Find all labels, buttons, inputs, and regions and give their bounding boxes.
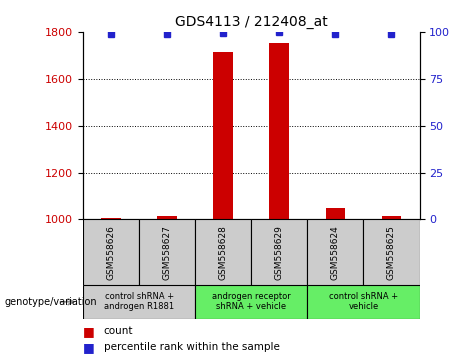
Bar (307, 219, 363, 285)
Text: GSM558625: GSM558625 (387, 225, 396, 280)
Bar (83, 219, 139, 285)
Text: ■: ■ (83, 341, 95, 354)
Text: androgen receptor
shRNA + vehicle: androgen receptor shRNA + vehicle (212, 292, 290, 312)
Bar (363, 219, 420, 285)
Text: control shRNA +
vehicle: control shRNA + vehicle (329, 292, 398, 312)
Text: ■: ■ (83, 325, 95, 338)
Text: GSM558627: GSM558627 (163, 225, 171, 280)
Bar (251, 219, 307, 285)
Bar (213, 52, 233, 219)
Bar (195, 219, 251, 285)
Bar (157, 216, 177, 219)
Text: count: count (104, 326, 133, 336)
Bar (382, 216, 401, 219)
Text: GSM558626: GSM558626 (106, 225, 116, 280)
Text: control shRNA +
androgen R1881: control shRNA + androgen R1881 (104, 292, 174, 312)
Title: GDS4113 / 212408_at: GDS4113 / 212408_at (175, 16, 328, 29)
Bar (101, 218, 121, 219)
Bar (270, 43, 289, 219)
Bar (307, 285, 420, 319)
Text: GSM558628: GSM558628 (219, 225, 228, 280)
Text: genotype/variation: genotype/variation (5, 297, 97, 307)
Bar (325, 209, 345, 219)
Text: GSM558624: GSM558624 (331, 225, 340, 280)
Text: percentile rank within the sample: percentile rank within the sample (104, 342, 280, 352)
Bar (139, 219, 195, 285)
Bar (195, 285, 307, 319)
Text: GSM558629: GSM558629 (275, 225, 284, 280)
Bar (83, 285, 195, 319)
